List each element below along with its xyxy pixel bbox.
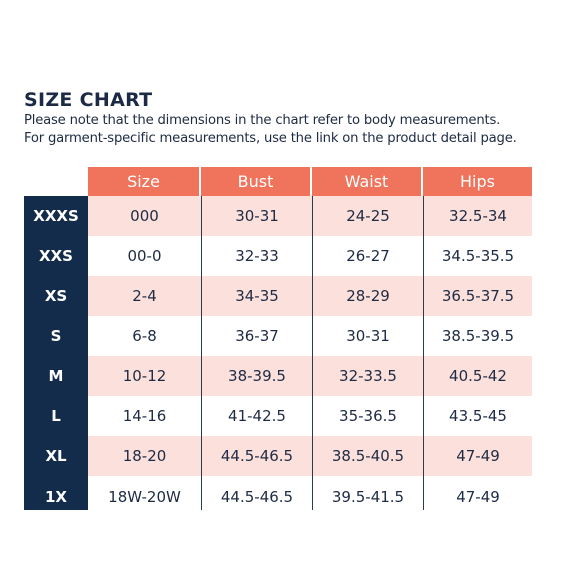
row-label: L [24,396,88,436]
table-row: M 10-12 38-39.5 32-33.5 40.5-42 [24,356,532,396]
table-row: XXXS 000 30-31 24-25 32.5-34 [24,196,532,236]
size-cell: 00-0 [88,236,201,276]
row-label: 1X [24,476,88,510]
table-row: L 14-16 41-42.5 35-36.5 43.5-45 [24,396,532,436]
table-header-row: Size Bust Waist Hips [24,167,532,196]
bust-cell: 32-33 [201,236,312,276]
size-cell: 2-4 [88,276,201,316]
hips-cell: 34.5-35.5 [423,236,532,276]
table-row: 1X 18W-20W 44.5-46.5 39.5-41.5 47-49 [24,476,532,510]
bust-cell: 44.5-46.5 [201,476,312,510]
size-cell: 10-12 [88,356,201,396]
size-cell: 18W-20W [88,476,201,510]
bust-cell: 36-37 [201,316,312,356]
size-cell: 14-16 [88,396,201,436]
waist-cell: 32-33.5 [312,356,423,396]
row-label: XXXS [24,196,88,236]
hips-cell: 36.5-37.5 [423,276,532,316]
bust-cell: 34-35 [201,276,312,316]
size-cell: 18-20 [88,436,201,476]
header-waist: Waist [312,167,423,196]
header-hips: Hips [423,167,532,196]
header-corner [24,167,88,196]
waist-cell: 38.5-40.5 [312,436,423,476]
waist-cell: 26-27 [312,236,423,276]
size-chart-table: Size Bust Waist Hips XXXS 000 30-31 24-2… [24,167,532,510]
waist-cell: 35-36.5 [312,396,423,436]
hips-cell: 32.5-34 [423,196,532,236]
row-label: XL [24,436,88,476]
note-garment-measurements: For garment-specific measurements, use t… [24,131,517,146]
hips-cell: 40.5-42 [423,356,532,396]
table-row: XL 18-20 44.5-46.5 38.5-40.5 47-49 [24,436,532,476]
row-label: S [24,316,88,356]
row-label: XXS [24,236,88,276]
page-title: SIZE CHART [24,89,153,111]
hips-cell: 47-49 [423,476,532,510]
size-cell: 6-8 [88,316,201,356]
waist-cell: 39.5-41.5 [312,476,423,510]
waist-cell: 30-31 [312,316,423,356]
table-row: S 6-8 36-37 30-31 38.5-39.5 [24,316,532,356]
row-label: XS [24,276,88,316]
row-label: M [24,356,88,396]
header-size: Size [88,167,201,196]
note-body-measurements: Please note that the dimensions in the c… [24,113,501,128]
bust-cell: 30-31 [201,196,312,236]
size-cell: 000 [88,196,201,236]
hips-cell: 43.5-45 [423,396,532,436]
table-row: XS 2-4 34-35 28-29 36.5-37.5 [24,276,532,316]
hips-cell: 47-49 [423,436,532,476]
table-row: XXS 00-0 32-33 26-27 34.5-35.5 [24,236,532,276]
waist-cell: 24-25 [312,196,423,236]
bust-cell: 44.5-46.5 [201,436,312,476]
bust-cell: 41-42.5 [201,396,312,436]
header-bust: Bust [201,167,312,196]
waist-cell: 28-29 [312,276,423,316]
bust-cell: 38-39.5 [201,356,312,396]
hips-cell: 38.5-39.5 [423,316,532,356]
